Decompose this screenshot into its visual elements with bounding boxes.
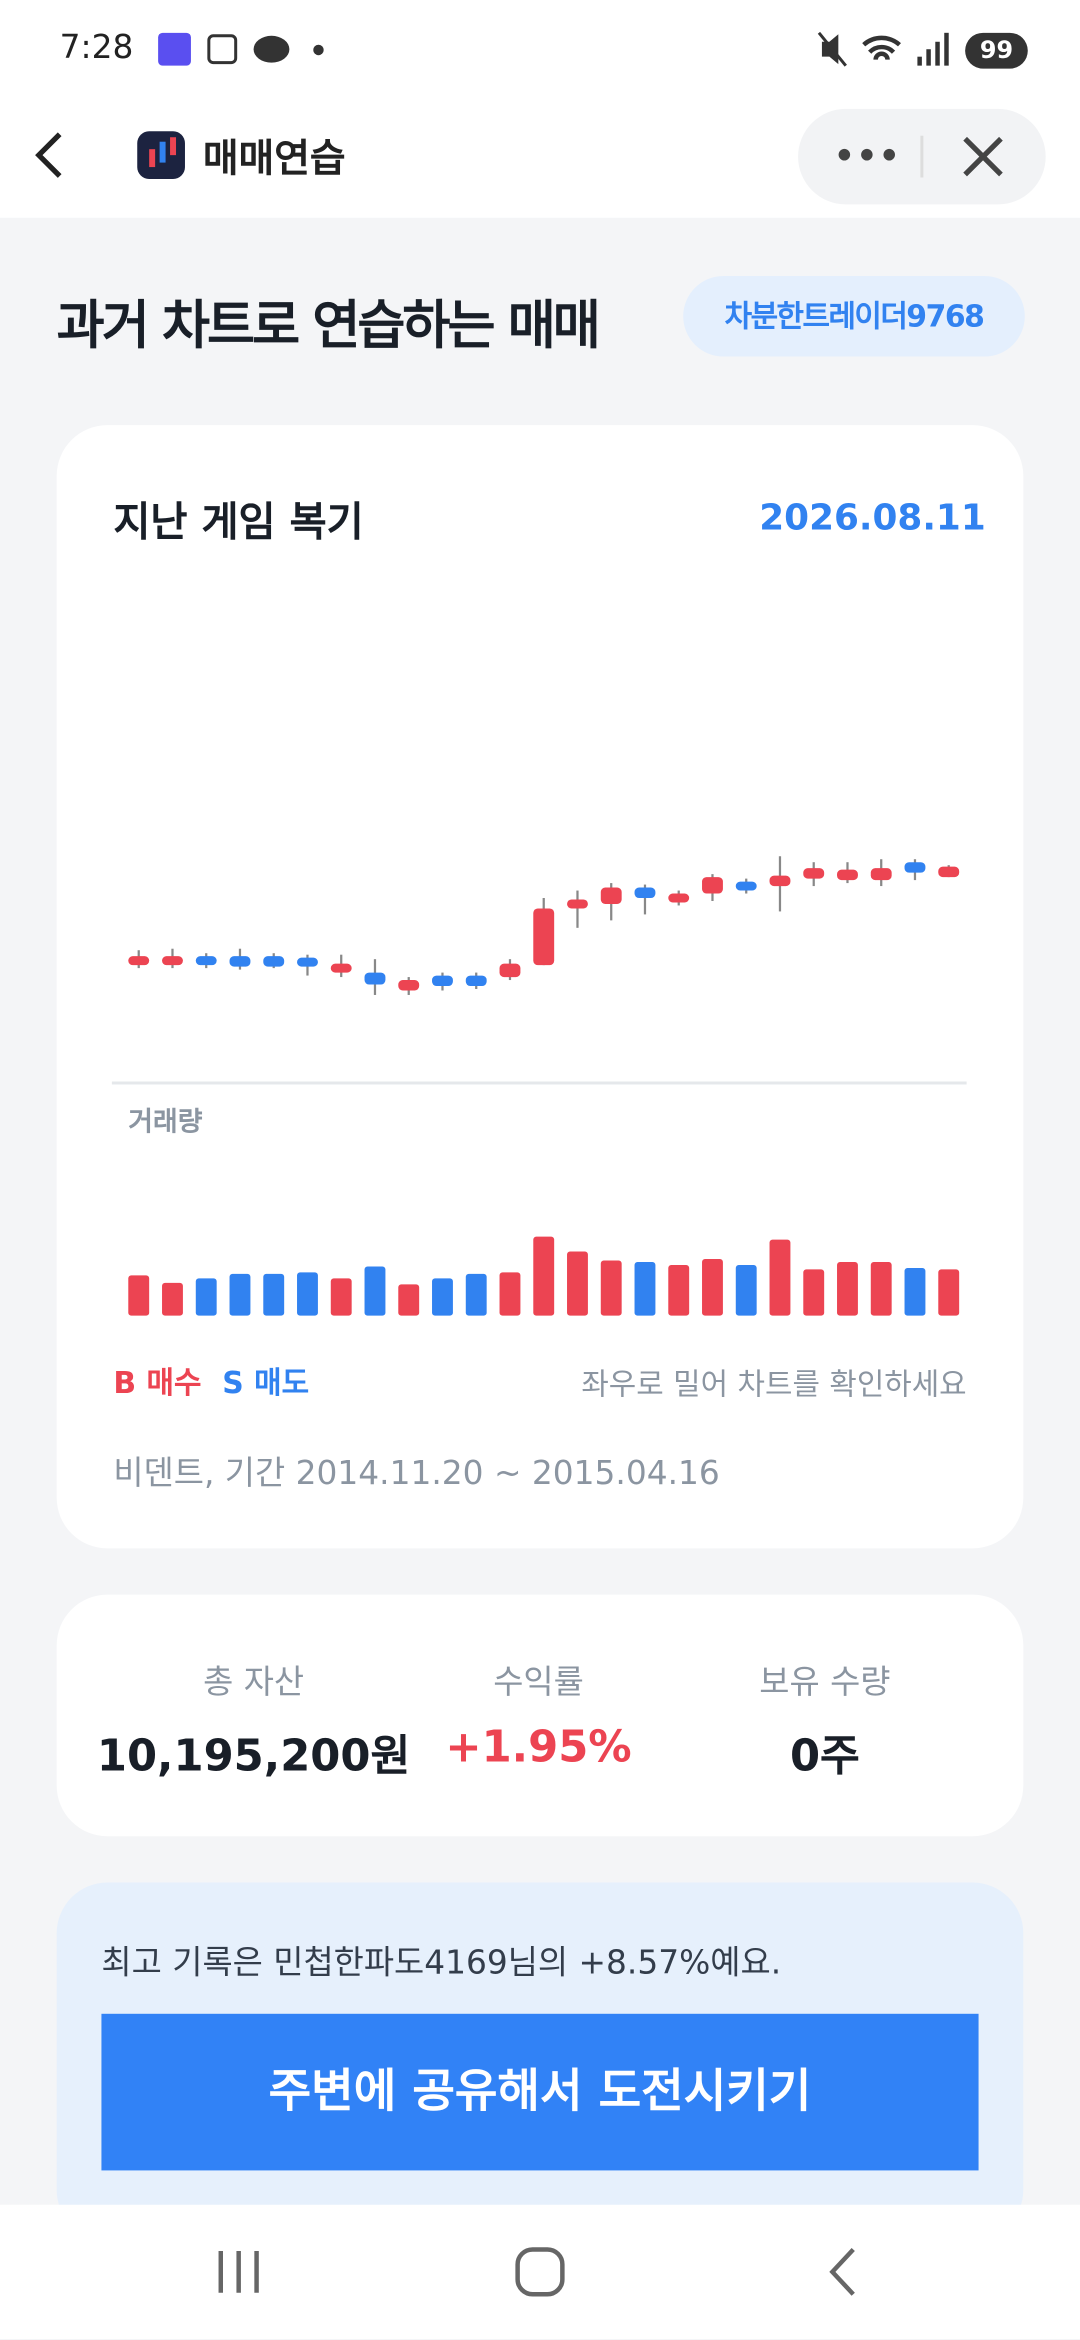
candle-body (330, 963, 352, 973)
volume-bar (870, 1261, 892, 1316)
candle-body (769, 875, 791, 887)
back-button[interactable] (27, 125, 78, 185)
nickname-badge: 차분한트레이더9768 (683, 275, 1025, 357)
stat-label: 총 자산 (203, 1664, 305, 1703)
stat-value: +1.95% (445, 1721, 632, 1773)
status-icon (207, 34, 238, 65)
volume-bar (634, 1261, 656, 1316)
legend-buy: B 매수 (113, 1364, 202, 1401)
volume-bar (567, 1251, 588, 1316)
nav-bar (0, 2204, 1080, 2339)
volume-bar (364, 1266, 386, 1316)
volume-bar (297, 1272, 318, 1316)
volume-bar (803, 1269, 825, 1316)
stat-value: 10,195,200원 (96, 1730, 411, 1782)
candle-body (870, 868, 892, 881)
candle-body (735, 881, 757, 891)
status-icons (817, 31, 949, 67)
volume-bar (162, 1282, 183, 1316)
legend-sell: S 매도 (222, 1364, 310, 1401)
card-title: 지난 게임 복기 (113, 499, 364, 546)
swipe-hint: 좌우로 밀어 차트를 확인하세요 (581, 1366, 967, 1403)
candle-body (533, 908, 555, 966)
header-title: 매매연습 (202, 137, 346, 182)
volume-bar (432, 1278, 453, 1316)
candle-body (162, 956, 183, 966)
review-card (56, 425, 1024, 1549)
candle-body (837, 869, 858, 881)
share-button[interactable]: 주변에 공유해서 도전시키기 (101, 2013, 979, 2171)
record-text: 최고 기록은 민첩한파도4169님의 +8.57%예요. (101, 1945, 782, 1983)
battery: 99 (965, 32, 1028, 69)
volume-bar (263, 1273, 285, 1316)
stat-label: 보유 수량 (759, 1664, 891, 1703)
candle-body (229, 956, 251, 967)
candle-body (600, 887, 622, 904)
candle-body (499, 963, 521, 978)
candle-body (702, 877, 723, 894)
page-title: 과거 차트로 연습하는 매매 (56, 296, 601, 357)
header-menu: ••• (798, 108, 1046, 205)
volume-label: 거래량 (128, 1106, 203, 1139)
candle-body (432, 975, 453, 987)
status-dot (313, 44, 324, 56)
volume-bar (533, 1236, 555, 1316)
status-time: 7:28 (59, 29, 134, 68)
candle-body (803, 868, 825, 879)
candle-body (195, 956, 217, 966)
volume-bar (769, 1239, 791, 1316)
volume-bar (600, 1260, 622, 1316)
candle-body (465, 975, 487, 987)
volume-bar (904, 1267, 926, 1316)
volume-bar (735, 1264, 757, 1316)
volume-bar (398, 1284, 420, 1316)
volume-bar (229, 1273, 251, 1316)
candle-body (297, 957, 318, 967)
candle-body (634, 887, 656, 899)
status-icon (158, 32, 191, 66)
status-icon (253, 35, 290, 63)
home[interactable] (510, 2244, 570, 2301)
stat-value: 0주 (789, 1730, 860, 1782)
candle-body (364, 972, 386, 985)
candle-body (668, 893, 690, 903)
volume-bar (195, 1278, 217, 1316)
candle-body (128, 956, 150, 966)
volume-bar (668, 1264, 690, 1316)
candlestick-chart (128, 856, 960, 1316)
close-button[interactable] (959, 133, 1007, 181)
volume-bar (938, 1269, 960, 1316)
candle-body (904, 862, 926, 873)
volume-bar (702, 1258, 723, 1316)
candle-body (263, 956, 285, 967)
volume-bar (128, 1275, 150, 1316)
candle-body (567, 899, 588, 909)
card-date: 2026.08.11 (759, 496, 986, 539)
stats-card (56, 1594, 1024, 1837)
volume-bar (330, 1278, 352, 1316)
candle-body (398, 980, 420, 991)
volume-bar (837, 1261, 858, 1316)
candle-body (938, 866, 960, 878)
period: 비덴트, 기간 2014.11.20 ~ 2015.04.16 (113, 1455, 720, 1494)
volume-bar (465, 1273, 487, 1316)
back[interactable] (817, 2244, 868, 2301)
stat-label: 수익률 (493, 1664, 584, 1703)
volume-bar (499, 1272, 521, 1316)
divider (111, 1081, 967, 1085)
recent-apps[interactable] (209, 2247, 269, 2298)
app-icon (137, 131, 185, 180)
more-button[interactable]: ••• (833, 138, 902, 177)
